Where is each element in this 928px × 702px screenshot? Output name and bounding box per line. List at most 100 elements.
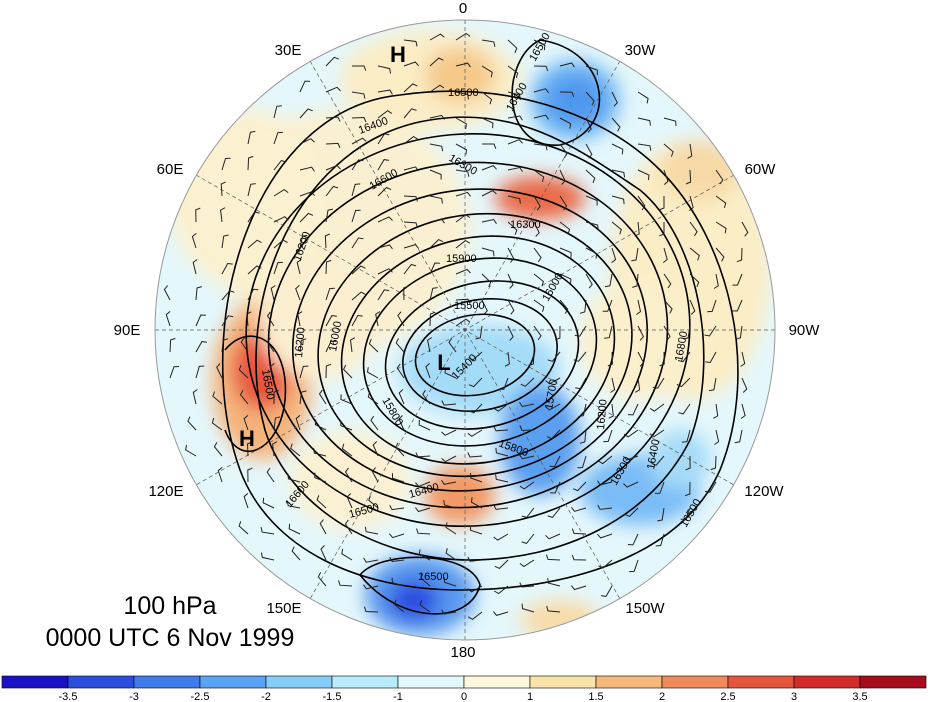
wind-barb — [394, 599, 405, 613]
wind-barb — [585, 221, 599, 230]
wind-barb — [649, 403, 665, 412]
color-bar-tick: 3 — [791, 691, 797, 702]
wind-barb — [533, 221, 540, 237]
color-bar-tick: -3.5 — [59, 691, 78, 702]
color-bar-ticks: -3.5 -3 -2.5 -2 -1.5 -1 0 1 1.5 2 2.5 3 … — [59, 691, 868, 702]
wind-barb — [467, 452, 483, 458]
wind-barb — [649, 429, 665, 438]
wind-barb — [611, 169, 626, 178]
wind-barb — [363, 584, 379, 590]
wind-barb — [559, 299, 569, 314]
wind-barb — [685, 169, 692, 185]
wind-barb — [403, 83, 418, 93]
wind-barb — [603, 429, 613, 443]
wind-barb — [195, 314, 206, 327]
color-bar-tick: 1.5 — [588, 691, 603, 702]
wind-barb — [604, 273, 613, 288]
wind-barb — [448, 337, 457, 353]
wind-barb — [585, 273, 593, 289]
wind-barb — [732, 273, 743, 286]
wind-barb — [351, 291, 366, 301]
wind-barb — [270, 285, 276, 301]
wind-barb — [467, 556, 483, 562]
wind-barb — [652, 377, 665, 389]
wind-barb — [559, 247, 572, 258]
wind-barb — [740, 351, 746, 367]
lon-label-60w: 60W — [745, 161, 777, 178]
wind-barb — [325, 287, 335, 301]
wind-barb — [498, 377, 509, 390]
wind-barb — [663, 273, 672, 289]
color-bar-box — [133, 675, 201, 689]
wind-barb — [533, 169, 545, 183]
wind-barb — [585, 91, 595, 106]
wind-barb — [247, 288, 259, 301]
wind-barb — [659, 351, 665, 367]
wind-barb — [493, 504, 509, 510]
wind-barb — [272, 441, 278, 457]
lon-label-120w: 120W — [744, 483, 784, 500]
wind-barb — [325, 116, 341, 122]
contour-label: 16200 — [595, 399, 610, 431]
wind-barb — [600, 585, 613, 597]
wind-barb — [346, 493, 353, 509]
wind-barb — [221, 157, 231, 171]
graticule — [155, 20, 775, 640]
wind-barb — [520, 377, 535, 387]
wind-barb — [546, 429, 561, 440]
color-bar-box — [463, 675, 531, 689]
color-bar-tick: -1.5 — [323, 691, 342, 702]
longitude-labels: 0 30W 60W 90W 120W 150W 180 150E 120E 90… — [114, 0, 821, 661]
wind-barb — [521, 603, 535, 613]
anomaly-field — [155, 20, 775, 640]
color-bar-tick: 2.5 — [720, 691, 735, 702]
wind-barb — [247, 265, 262, 275]
wind-barb — [187, 416, 197, 431]
wind-barb — [221, 290, 235, 301]
map-boundary — [154, 19, 776, 641]
wind-barb — [713, 273, 719, 289]
wind-barb — [528, 351, 535, 366]
wind-barb — [533, 273, 544, 287]
wind-barb — [481, 65, 493, 78]
wind-barb — [455, 239, 471, 249]
wind-barb — [316, 495, 327, 509]
wind-barb — [415, 507, 431, 513]
wind-barb — [325, 185, 339, 197]
wind-barb — [559, 169, 566, 185]
wind-barb — [623, 481, 639, 488]
wind-barb — [351, 159, 364, 171]
wind-barb — [165, 311, 171, 327]
wind-barb — [519, 402, 535, 408]
wind-barb — [545, 533, 561, 540]
wind-barb — [395, 442, 405, 457]
lon-label-30e: 30E — [275, 42, 302, 59]
wind-barb — [273, 188, 289, 197]
pressure-centers: H H L — [239, 42, 451, 451]
wind-barb — [295, 285, 301, 301]
wind-barb — [547, 351, 561, 362]
wind-barb — [493, 611, 509, 616]
contour-label: 16500 — [418, 571, 449, 583]
wind-barb — [403, 108, 417, 119]
wind-barb — [403, 61, 419, 67]
wind-barb — [741, 377, 748, 393]
wind-barb — [325, 363, 332, 379]
wind-barb — [299, 80, 311, 93]
wind-barb — [636, 299, 642, 315]
high-marker-west: H — [239, 426, 255, 451]
wind-barb — [351, 265, 366, 275]
wind-barb — [597, 504, 613, 510]
wind-barb — [419, 600, 431, 613]
wind-barb — [734, 429, 743, 444]
wind-barb — [634, 221, 640, 237]
wind-barb — [314, 419, 327, 431]
wind-barb — [533, 299, 545, 312]
wind-barb — [403, 39, 418, 47]
wind-barb — [445, 548, 457, 561]
wind-barb — [247, 467, 253, 483]
wind-barb — [659, 222, 665, 237]
wind-barb — [195, 341, 207, 353]
wind-barb — [299, 234, 308, 249]
wind-barb — [340, 420, 353, 431]
